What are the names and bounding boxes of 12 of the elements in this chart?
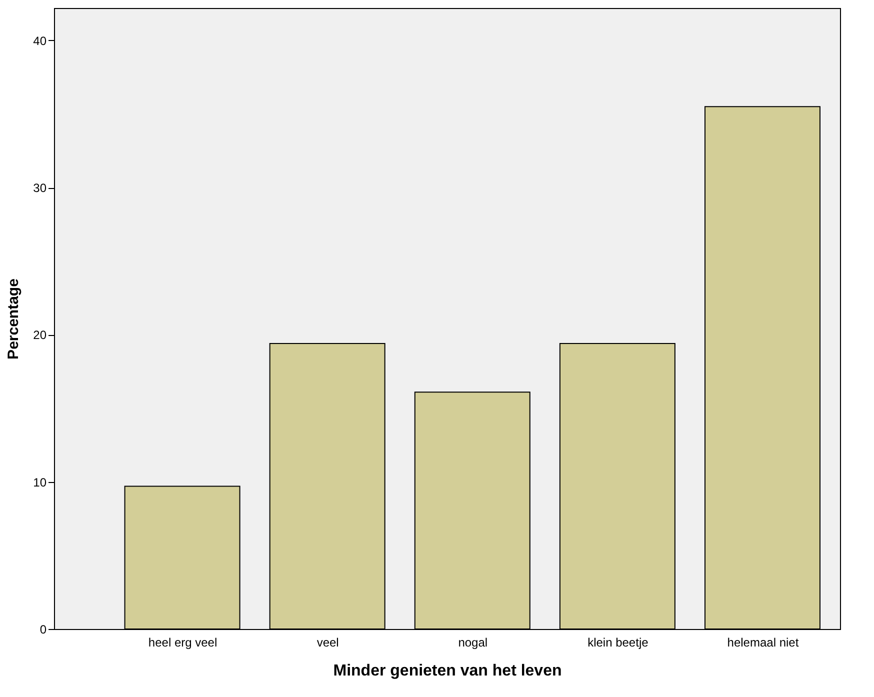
y-tick-label: 20 <box>33 328 47 342</box>
y-tick-label: 30 <box>33 181 47 196</box>
x-axis-title: Minder genieten van het leven <box>333 662 562 680</box>
x-tick-label: klein beetje <box>588 636 649 650</box>
y-tick-label: 40 <box>33 34 47 48</box>
x-tick-label: veel <box>316 636 339 650</box>
y-tick-label: 0 <box>40 622 47 636</box>
y-axis-title: Percentage <box>5 278 22 360</box>
x-tick-label: heel erg veel <box>148 636 218 650</box>
y-tick-label: 10 <box>33 475 47 490</box>
x-tick-label: nogal <box>458 636 488 650</box>
x-tick-label: helemaal niet <box>727 636 800 650</box>
